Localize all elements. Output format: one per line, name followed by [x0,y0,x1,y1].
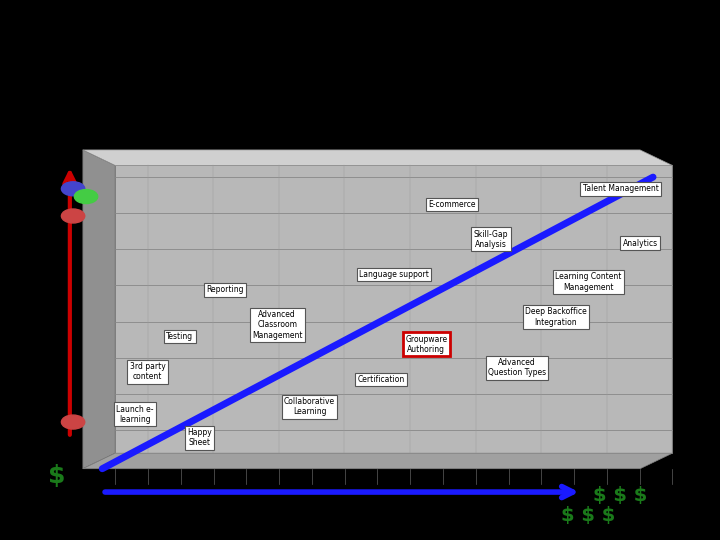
Text: Happy
Sheet: Happy Sheet [187,428,212,447]
Polygon shape [83,453,672,469]
Text: Advanced
Classroom
Management: Advanced Classroom Management [252,310,302,340]
Text: Advanced
Question Types: Advanced Question Types [488,358,546,377]
Text: Analytics: Analytics [623,239,657,248]
Text: 3rd party
content: 3rd party content [130,362,166,381]
Text: Collaborative
Learning: Collaborative Learning [284,397,336,416]
Circle shape [61,182,85,196]
Text: $: $ [48,464,66,489]
Circle shape [61,209,85,223]
Text: $ $ $: $ $ $ [561,506,616,525]
Text: Groupware
Authoring: Groupware Authoring [405,335,447,354]
Text: Cost vs. Functionality of learning platform: Cost vs. Functionality of learning platf… [29,45,720,74]
Polygon shape [83,150,115,469]
Text: Language support: Language support [359,270,429,279]
Text: Reporting: Reporting [207,285,244,294]
Text: Launch e-
learning: Launch e- learning [116,404,153,424]
Circle shape [61,415,85,429]
Text: Deep Backoffice
Integration: Deep Backoffice Integration [525,307,587,327]
Text: Talent Management: Talent Management [582,184,659,193]
Text: $ $ $: $ $ $ [593,487,648,505]
Text: Learning Content
Management: Learning Content Management [555,272,621,292]
Text: E-commerce: E-commerce [428,200,476,209]
Text: Testing: Testing [166,332,194,341]
Polygon shape [83,150,672,165]
Text: Skill-Gap
Analysis: Skill-Gap Analysis [474,230,508,249]
Circle shape [74,190,98,204]
Polygon shape [115,165,672,453]
Text: Certification: Certification [357,375,405,384]
